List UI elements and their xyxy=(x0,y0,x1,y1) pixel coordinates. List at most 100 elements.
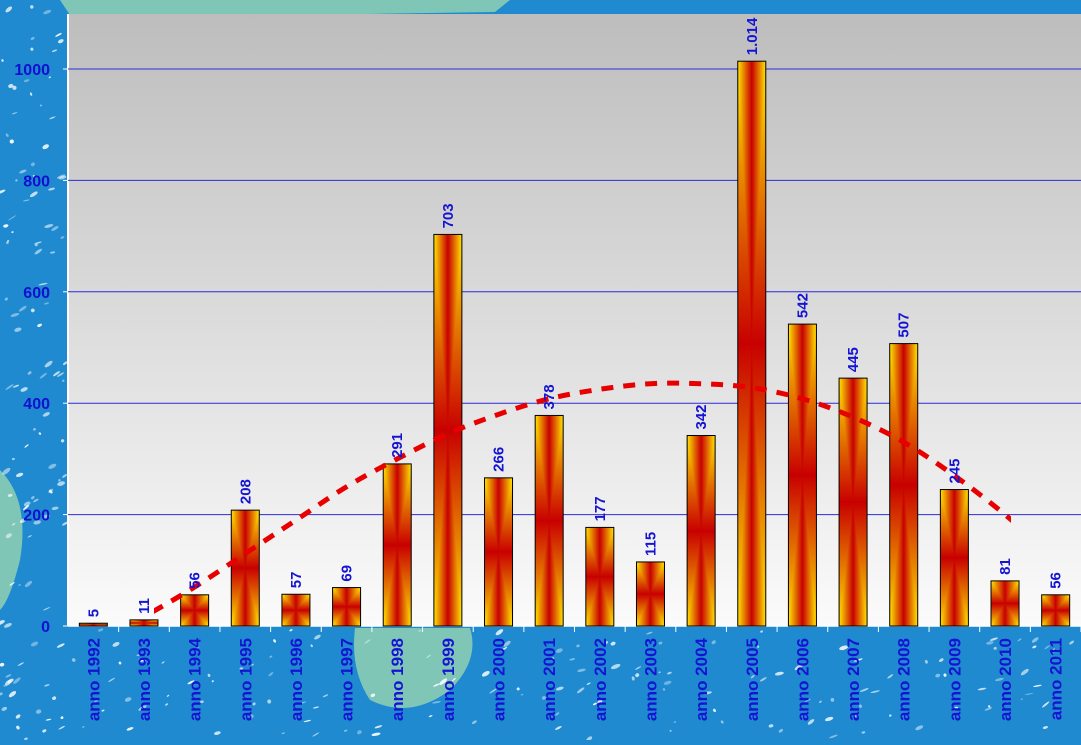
foam-speck xyxy=(854,714,858,717)
foam-speck xyxy=(977,687,987,691)
foam-speck xyxy=(13,677,21,684)
foam-speck xyxy=(56,372,65,377)
y-tick-label: 200 xyxy=(23,508,50,525)
foam-speck xyxy=(42,607,51,611)
foam-speck xyxy=(343,729,348,732)
foam-speck xyxy=(12,384,20,388)
foam-speck xyxy=(124,697,132,702)
data-label: 1.014 xyxy=(744,17,761,55)
foam-speck xyxy=(30,5,34,9)
x-tick-label: anno 2004 xyxy=(692,637,711,721)
foam-speck xyxy=(889,714,892,717)
foam-speck xyxy=(853,658,863,662)
foam-speck xyxy=(1024,692,1034,696)
foam-speck xyxy=(23,79,30,83)
bar xyxy=(737,60,767,627)
foam-speck xyxy=(20,387,28,392)
foam-speck xyxy=(29,92,33,96)
trendline xyxy=(153,380,1012,614)
foam-speck xyxy=(7,493,13,497)
foam-speck xyxy=(635,673,640,678)
data-label: 11 xyxy=(136,598,153,614)
foam-speck xyxy=(30,162,35,167)
bar xyxy=(332,587,362,627)
foam-speck xyxy=(5,6,13,13)
foam-speck xyxy=(356,730,362,735)
foam-speck xyxy=(249,714,254,719)
trendline-path xyxy=(153,380,1012,614)
foam-speck xyxy=(471,720,477,725)
x-tick-label: anno 1994 xyxy=(186,637,205,721)
foam-speck xyxy=(658,671,661,674)
foam-speck xyxy=(829,734,838,739)
foam-speck xyxy=(42,412,50,417)
foam-speck xyxy=(711,640,716,645)
foam-speck xyxy=(794,664,803,671)
bar xyxy=(484,477,514,627)
foam-speck xyxy=(1017,638,1022,642)
foam-speck xyxy=(673,721,677,723)
foam-speck xyxy=(576,644,580,648)
foam-speck xyxy=(18,584,21,586)
foam-speck xyxy=(750,674,755,679)
foam-speck xyxy=(394,651,399,655)
data-label: 291 xyxy=(389,433,406,458)
data-label: 5 xyxy=(85,609,102,617)
foam-speck xyxy=(1031,637,1039,643)
foam-speck xyxy=(12,523,16,526)
y-tick-label: 800 xyxy=(23,173,50,190)
foam-speck xyxy=(58,175,67,180)
foam-speck xyxy=(11,112,18,115)
foam-speck xyxy=(17,662,24,666)
foam-speck xyxy=(555,712,560,716)
foam-speck xyxy=(12,85,17,90)
foam-speck xyxy=(48,463,57,469)
foam-speck xyxy=(662,688,666,691)
foam-speck xyxy=(192,646,200,652)
bar xyxy=(382,463,412,627)
foam-speck xyxy=(58,725,65,730)
foam-speck xyxy=(1032,645,1037,649)
foam-speck xyxy=(63,361,68,365)
data-label: 703 xyxy=(440,203,457,228)
x-tick-label: anno 1992 xyxy=(84,638,103,721)
foam-speck xyxy=(569,658,576,661)
foam-speck xyxy=(8,83,14,89)
foam-speck xyxy=(2,467,11,475)
foam-speck xyxy=(7,215,17,221)
data-label: 115 xyxy=(642,532,659,556)
foam-speck xyxy=(43,9,52,15)
foam-speck xyxy=(4,297,8,301)
foam-speck xyxy=(48,76,51,79)
foam-speck xyxy=(310,644,313,648)
x-tick-label: anno 2002 xyxy=(591,638,610,721)
foam-speck xyxy=(62,379,65,382)
foam-speck xyxy=(426,654,431,659)
foam-speck xyxy=(31,496,35,500)
foam-speck xyxy=(1020,668,1029,676)
data-label: 177 xyxy=(592,496,609,521)
foam-speck xyxy=(984,707,993,711)
foam-speck xyxy=(870,690,880,694)
foam-speck xyxy=(635,666,642,670)
foam-speck xyxy=(97,628,104,632)
foam-speck xyxy=(22,504,30,511)
foam-speck xyxy=(915,725,924,731)
foam-speck xyxy=(839,645,849,651)
x-tick-label: anno 2006 xyxy=(793,638,812,721)
foam-speck xyxy=(44,302,49,305)
foam-speck xyxy=(268,672,274,677)
foam-speck xyxy=(49,116,56,120)
foam-speck xyxy=(859,688,869,692)
foam-speck xyxy=(935,673,941,678)
foam-speck xyxy=(273,639,276,643)
foam-speck xyxy=(364,639,371,644)
x-axis: anno 1992 anno 1993 anno 1994 anno 1995 anno… xyxy=(84,626,1081,721)
foam-speck xyxy=(269,655,273,658)
foam-speck xyxy=(520,693,524,696)
foam-speck xyxy=(51,49,58,53)
foam-speck xyxy=(1052,649,1060,653)
y-tick-label: 0 xyxy=(41,619,50,636)
foam-speck xyxy=(3,224,9,228)
